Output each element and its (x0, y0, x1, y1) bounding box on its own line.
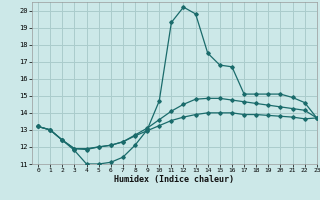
X-axis label: Humidex (Indice chaleur): Humidex (Indice chaleur) (115, 175, 234, 184)
